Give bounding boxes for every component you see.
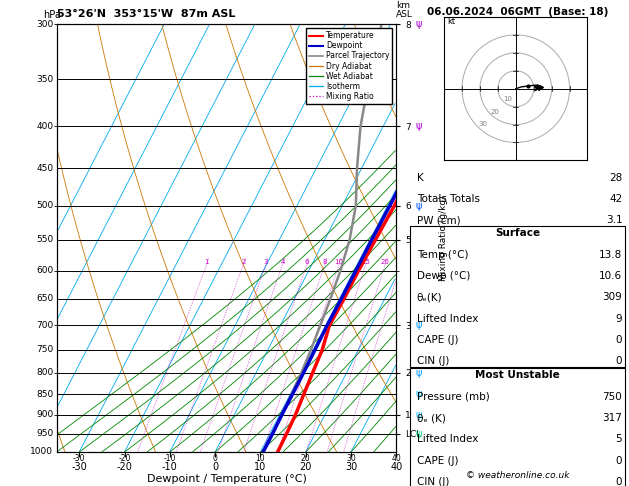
Text: 900: 900 <box>36 410 53 419</box>
Text: 6: 6 <box>304 259 309 264</box>
Text: 350: 350 <box>36 74 53 84</box>
Text: θₑ (K): θₑ (K) <box>417 413 446 423</box>
Text: 700: 700 <box>36 321 53 330</box>
Text: -30: -30 <box>73 454 86 463</box>
Text: 06.06.2024  06GMT  (Base: 18): 06.06.2024 06GMT (Base: 18) <box>426 7 608 17</box>
Text: 850: 850 <box>36 390 53 399</box>
Text: 5: 5 <box>616 434 622 445</box>
Text: 42: 42 <box>609 194 622 204</box>
Text: 650: 650 <box>36 295 53 303</box>
Text: Lifted Index: Lifted Index <box>417 434 478 445</box>
Text: 20: 20 <box>491 109 499 115</box>
Text: 4: 4 <box>281 259 285 264</box>
Text: 3: 3 <box>264 259 268 264</box>
X-axis label: Dewpoint / Temperature (°C): Dewpoint / Temperature (°C) <box>147 474 306 485</box>
Text: 30: 30 <box>346 454 356 463</box>
Text: 10: 10 <box>255 454 265 463</box>
Text: PW (cm): PW (cm) <box>417 215 460 226</box>
Text: 20: 20 <box>301 454 311 463</box>
Text: 20: 20 <box>381 259 389 264</box>
Text: ψ: ψ <box>415 429 421 439</box>
Text: 10.6: 10.6 <box>599 271 622 281</box>
Text: 3.1: 3.1 <box>606 215 622 226</box>
Text: ψ: ψ <box>415 201 421 211</box>
Text: K: K <box>417 173 423 183</box>
Text: ψ: ψ <box>415 410 421 419</box>
Text: -20: -20 <box>118 454 131 463</box>
Text: -10: -10 <box>164 454 176 463</box>
Text: CAPE (J): CAPE (J) <box>417 335 459 345</box>
Text: 8: 8 <box>323 259 327 264</box>
Text: 53°26'N  353°15'W  87m ASL: 53°26'N 353°15'W 87m ASL <box>57 9 235 19</box>
Text: Lifted Index: Lifted Index <box>417 313 478 324</box>
Text: 309: 309 <box>603 292 622 302</box>
Text: kt: kt <box>448 17 456 26</box>
Text: 300: 300 <box>36 20 53 29</box>
Text: CAPE (J): CAPE (J) <box>417 456 459 466</box>
Text: ψ: ψ <box>415 320 421 330</box>
Text: ψ: ψ <box>415 19 421 29</box>
Text: 30: 30 <box>478 122 487 127</box>
Text: CIN (J): CIN (J) <box>417 477 449 486</box>
Text: 450: 450 <box>36 164 53 173</box>
Text: 15: 15 <box>361 259 370 264</box>
Text: Dewp (°C): Dewp (°C) <box>417 271 470 281</box>
Text: θₑ(K): θₑ(K) <box>417 292 442 302</box>
Text: 0: 0 <box>213 454 218 463</box>
Text: ψ: ψ <box>415 368 421 378</box>
Text: ψ: ψ <box>415 389 421 399</box>
Text: 317: 317 <box>603 413 622 423</box>
Text: 1: 1 <box>204 259 209 264</box>
Text: 600: 600 <box>36 266 53 275</box>
Text: 9: 9 <box>616 313 622 324</box>
Text: 800: 800 <box>36 368 53 377</box>
Text: Temp (°C): Temp (°C) <box>417 249 469 260</box>
Text: 10: 10 <box>503 96 512 102</box>
Bar <box>410 226 625 367</box>
Bar <box>410 368 625 486</box>
Text: CIN (J): CIN (J) <box>417 356 449 366</box>
Text: 13.8: 13.8 <box>599 249 622 260</box>
Text: © weatheronline.co.uk: © weatheronline.co.uk <box>465 471 569 480</box>
Text: ψ: ψ <box>415 122 421 132</box>
Text: 40: 40 <box>391 454 401 463</box>
Text: 950: 950 <box>36 429 53 438</box>
Text: Mixing Ratio (g/kg): Mixing Ratio (g/kg) <box>439 195 448 281</box>
Text: Most Unstable: Most Unstable <box>475 370 560 381</box>
Text: 0: 0 <box>616 356 622 366</box>
Text: 500: 500 <box>36 201 53 210</box>
Text: 1000: 1000 <box>30 448 53 456</box>
Text: 2: 2 <box>241 259 245 264</box>
Text: 400: 400 <box>36 122 53 131</box>
Text: 750: 750 <box>36 345 53 354</box>
Text: 0: 0 <box>616 335 622 345</box>
Text: 0: 0 <box>616 477 622 486</box>
Text: 28: 28 <box>609 173 622 183</box>
Text: Totals Totals: Totals Totals <box>417 194 480 204</box>
Text: 550: 550 <box>36 235 53 244</box>
Legend: Temperature, Dewpoint, Parcel Trajectory, Dry Adiabat, Wet Adiabat, Isotherm, Mi: Temperature, Dewpoint, Parcel Trajectory… <box>306 28 392 104</box>
Text: 10: 10 <box>335 259 343 264</box>
Text: km
ASL: km ASL <box>396 1 413 19</box>
Text: 0: 0 <box>616 456 622 466</box>
Text: Surface: Surface <box>495 228 540 238</box>
Text: 750: 750 <box>603 392 622 402</box>
Text: Pressure (mb): Pressure (mb) <box>417 392 489 402</box>
Text: hPa: hPa <box>43 10 61 20</box>
